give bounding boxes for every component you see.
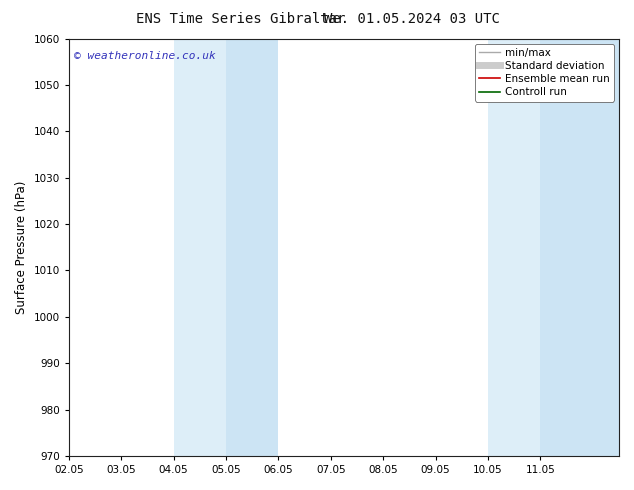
Y-axis label: Surface Pressure (hPa): Surface Pressure (hPa) (15, 181, 28, 314)
Bar (540, 39, 619, 456)
Text: We. 01.05.2024 03 UTC: We. 01.05.2024 03 UTC (324, 12, 500, 26)
Text: © weatheronline.co.uk: © weatheronline.co.uk (74, 51, 216, 61)
Legend: min/max, Standard deviation, Ensemble mean run, Controll run: min/max, Standard deviation, Ensemble me… (475, 44, 614, 101)
Bar (174, 39, 226, 456)
Text: ENS Time Series Gibraltar: ENS Time Series Gibraltar (136, 12, 346, 26)
Bar (488, 39, 540, 456)
Bar (226, 39, 278, 456)
